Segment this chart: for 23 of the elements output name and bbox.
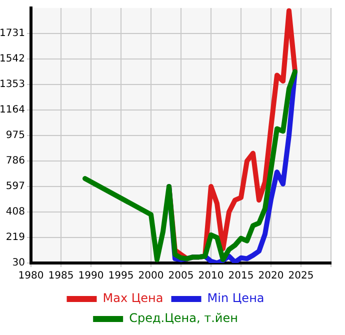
x-tick-label: 2000: [138, 270, 164, 282]
y-tick-label: 1353: [0, 79, 25, 90]
legend-label: Min Цена: [207, 291, 264, 306]
x-tick-label: 1995: [108, 270, 134, 282]
y-tick-label: 597: [6, 181, 25, 192]
x-tick-label: 2025: [288, 270, 314, 282]
x-tick-label: 2015: [228, 270, 254, 282]
y-tick-label: 975: [6, 130, 25, 142]
y-tick-label: 219: [6, 232, 25, 244]
x-tick-label: 2020: [258, 270, 284, 282]
x-tick-label: 2005: [168, 270, 194, 282]
y-tick-label: 786: [6, 156, 25, 167]
legend-label: Max Цена: [102, 291, 164, 306]
x-tick-label: 1985: [48, 270, 74, 282]
y-tick-label: 1164: [0, 104, 25, 116]
legend-label: Сред.Цена, т.йен: [129, 311, 238, 326]
y-tick-label: 408: [6, 206, 25, 218]
x-tick-label: 1990: [78, 270, 104, 282]
x-tick-label: 2010: [198, 270, 224, 282]
x-tick-label: 1980: [18, 270, 44, 282]
y-tick-label: 1542: [0, 54, 25, 65]
y-tick-label: 1731: [0, 28, 25, 40]
y-tick-label: 30: [12, 258, 25, 269]
